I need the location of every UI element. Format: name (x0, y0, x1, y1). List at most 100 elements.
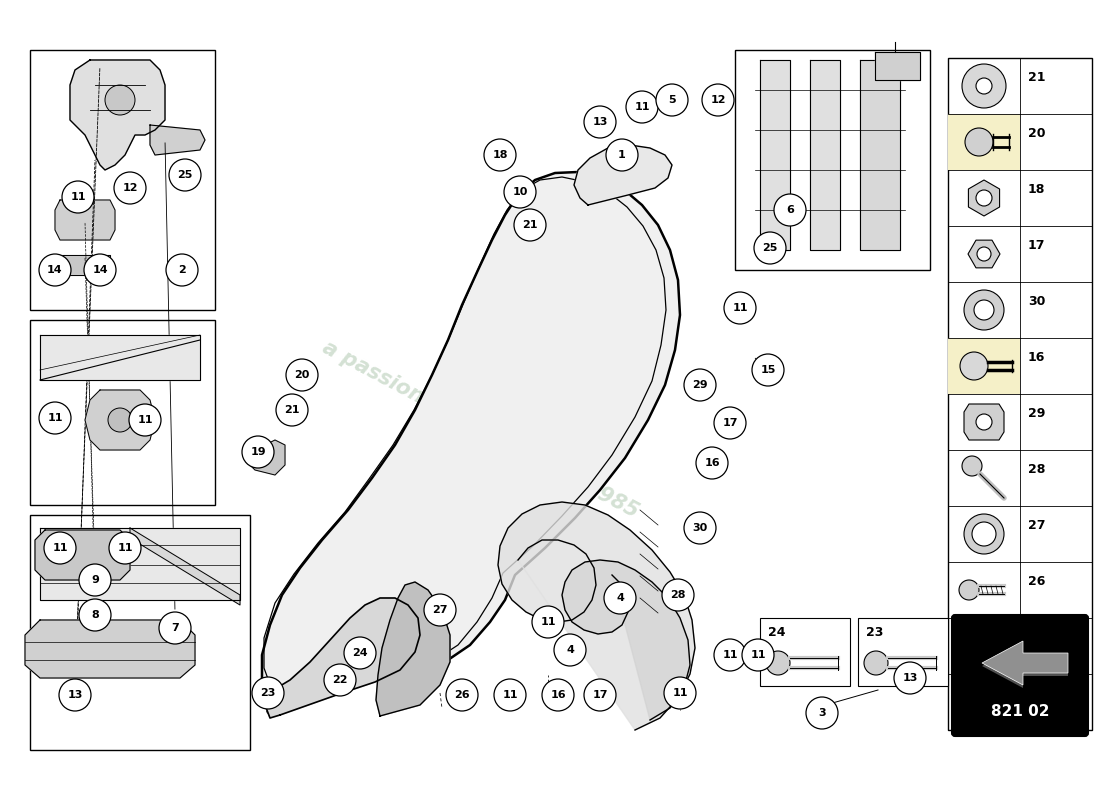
Circle shape (696, 447, 728, 479)
Text: 11: 11 (1028, 687, 1045, 700)
Text: 27: 27 (1028, 519, 1045, 532)
Text: 21: 21 (284, 405, 299, 415)
Text: 16: 16 (550, 690, 565, 700)
Circle shape (724, 292, 756, 324)
Circle shape (109, 532, 141, 564)
Circle shape (108, 408, 132, 432)
Text: 26: 26 (1028, 575, 1045, 588)
Circle shape (977, 639, 991, 653)
Text: 20: 20 (295, 370, 310, 380)
Circle shape (114, 172, 146, 204)
Text: 4: 4 (566, 645, 574, 655)
Circle shape (504, 176, 536, 208)
Bar (735, 50, 930, 270)
Text: 5: 5 (668, 95, 675, 105)
Circle shape (684, 369, 716, 401)
Bar (760, 618, 850, 686)
Text: 16: 16 (1028, 351, 1045, 364)
Polygon shape (376, 582, 450, 716)
Circle shape (742, 639, 774, 671)
Circle shape (976, 414, 992, 430)
Text: 19: 19 (250, 447, 266, 457)
Circle shape (584, 679, 616, 711)
Text: 11: 11 (70, 192, 86, 202)
Text: 11: 11 (540, 617, 556, 627)
Circle shape (84, 254, 116, 286)
Circle shape (754, 232, 786, 264)
Polygon shape (810, 60, 840, 250)
Circle shape (494, 679, 526, 711)
Circle shape (957, 690, 981, 714)
Circle shape (962, 64, 1006, 108)
Text: 14: 14 (92, 265, 108, 275)
Circle shape (684, 512, 716, 544)
Text: 28: 28 (1028, 463, 1045, 476)
Text: 23: 23 (261, 688, 276, 698)
Circle shape (977, 247, 991, 261)
Text: a passion for parts since 1985: a passion for parts since 1985 (319, 338, 641, 522)
Circle shape (542, 679, 574, 711)
Text: 12: 12 (711, 95, 726, 105)
Polygon shape (860, 60, 900, 250)
Circle shape (39, 402, 72, 434)
Circle shape (864, 651, 888, 675)
Text: 11: 11 (723, 650, 738, 660)
Text: 3: 3 (818, 708, 826, 718)
Text: 4: 4 (616, 593, 624, 603)
Circle shape (79, 599, 111, 631)
Circle shape (806, 697, 838, 729)
Text: 26: 26 (454, 690, 470, 700)
Circle shape (972, 522, 996, 546)
Bar (30, 50, 214, 310)
Circle shape (514, 209, 546, 241)
Text: 11: 11 (53, 543, 68, 553)
Text: 29: 29 (1028, 407, 1045, 420)
Circle shape (664, 677, 696, 709)
Circle shape (44, 532, 76, 564)
Polygon shape (562, 560, 690, 720)
Text: 22: 22 (332, 675, 348, 685)
Circle shape (166, 254, 198, 286)
Text: 14: 14 (47, 265, 63, 275)
Circle shape (714, 639, 746, 671)
Text: 20: 20 (1028, 127, 1045, 140)
Circle shape (286, 359, 318, 391)
Bar (948, 114, 1020, 170)
Circle shape (976, 78, 992, 94)
Text: 11: 11 (733, 303, 748, 313)
Text: 25: 25 (177, 170, 192, 180)
Text: 821 02: 821 02 (991, 703, 1049, 718)
FancyBboxPatch shape (952, 615, 1088, 736)
Text: 25: 25 (762, 243, 778, 253)
Circle shape (554, 634, 586, 666)
Bar (858, 618, 948, 686)
Text: 18: 18 (493, 150, 508, 160)
Text: 17: 17 (592, 690, 607, 700)
Polygon shape (85, 390, 155, 450)
Polygon shape (70, 60, 165, 170)
Bar (30, 320, 214, 505)
Circle shape (894, 662, 926, 694)
Text: 29: 29 (692, 380, 707, 390)
Text: 16: 16 (704, 458, 719, 468)
Text: 6: 6 (786, 205, 794, 215)
Circle shape (714, 407, 746, 439)
Circle shape (39, 254, 72, 286)
Text: 13: 13 (902, 673, 917, 683)
Polygon shape (874, 52, 920, 80)
Polygon shape (964, 404, 1004, 440)
Circle shape (169, 159, 201, 191)
Text: 12: 12 (122, 183, 138, 193)
Circle shape (752, 354, 784, 386)
Circle shape (104, 85, 135, 115)
Circle shape (484, 139, 516, 171)
Circle shape (242, 436, 274, 468)
Bar (948, 338, 1020, 394)
Circle shape (344, 637, 376, 669)
Polygon shape (265, 598, 420, 718)
Polygon shape (150, 125, 205, 155)
Polygon shape (982, 641, 1068, 685)
Text: 25: 25 (1028, 631, 1045, 644)
Circle shape (252, 677, 284, 709)
Circle shape (662, 579, 694, 611)
